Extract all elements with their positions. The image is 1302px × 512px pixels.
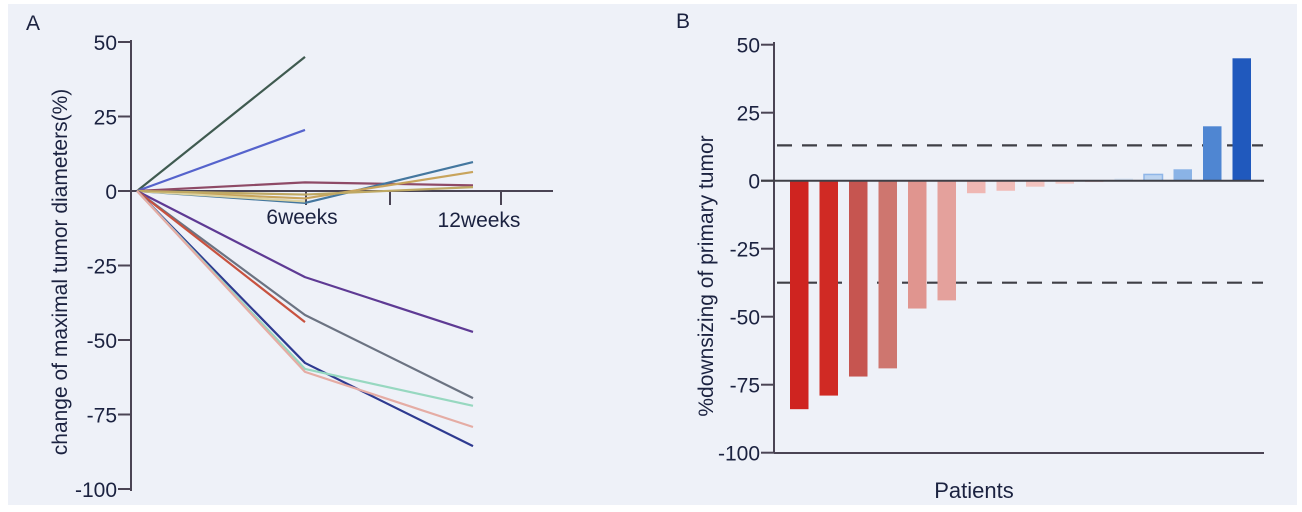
- waterfall-bar-patient-2: [819, 180, 838, 396]
- panel-b-y-tick-label: 25: [737, 103, 760, 126]
- panel-b-y-tick-label: -75: [730, 375, 760, 398]
- panel-a-letter: A: [26, 12, 42, 35]
- waterfall-bar-patient-9: [1026, 180, 1045, 187]
- panel-a-y-tick-label: -25: [87, 256, 117, 279]
- trend-line-patient-03: [136, 181, 474, 193]
- waterfall-bar-patient-15: [1203, 126, 1222, 181]
- panel-b-letter: B: [676, 10, 692, 33]
- panel-b-y-tick-label: -25: [730, 239, 760, 262]
- waterfall-bar-patient-16: [1232, 58, 1251, 181]
- waterfall-bar-patient-12: [1114, 178, 1133, 181]
- panel-a-y-tick-label: -75: [87, 405, 117, 428]
- trend-line-patient-02: [136, 128, 306, 193]
- panel-b-x-axis-title: Patients: [934, 478, 1014, 503]
- waterfall-bar-patient-4: [878, 180, 897, 369]
- trend-line-patient-09: [136, 190, 474, 400]
- panel-a-xtick-label-12weeks: 12weeks: [437, 209, 521, 232]
- trend-line-patient-10: [136, 190, 306, 323]
- panel-a-y-tick-label: 25: [94, 107, 117, 130]
- waterfall-bar-patient-5: [908, 180, 927, 309]
- panel-b-y-tick-label: -50: [730, 307, 760, 330]
- waterfall-bar-patient-3: [849, 180, 868, 377]
- trend-line-patient-11: [136, 190, 474, 448]
- panel-b-y-tick-label: -100: [718, 443, 760, 466]
- panel-b-y-axis-title: %downsizing of primary tumor: [695, 135, 718, 417]
- panel-a-y-tick-label: 50: [94, 32, 117, 55]
- waterfall-bar-patient-10: [1055, 180, 1074, 184]
- waterfall-bar-patient-1: [790, 180, 809, 410]
- waterfall-bar-patient-6: [937, 180, 956, 301]
- panel-a-y-tick-label: 0: [105, 181, 117, 204]
- trend-line-patient-01: [136, 56, 306, 192]
- trend-line-patient-06: [136, 189, 306, 203]
- panel-a-xtick-label-6weeks: 6weeks: [266, 206, 338, 229]
- trend-line-patient-08: [136, 190, 474, 333]
- panel-a-y-tick-label: -50: [87, 330, 117, 353]
- waterfall-bar-patient-7: [967, 180, 986, 194]
- trend-line-patient-07: [136, 186, 474, 196]
- panel-a-y-tick-label: -100: [75, 479, 117, 502]
- panel-a-y-axis-title: change of maximal tumor diameters(%): [49, 88, 72, 456]
- waterfall-bar-patient-8: [996, 180, 1015, 191]
- trend-line-patient-13: [136, 190, 474, 429]
- panel-b-y-tick-label: 50: [737, 35, 760, 58]
- panel-b-y-tick-label: 0: [748, 171, 760, 194]
- waterfall-bar-patient-14: [1173, 169, 1192, 181]
